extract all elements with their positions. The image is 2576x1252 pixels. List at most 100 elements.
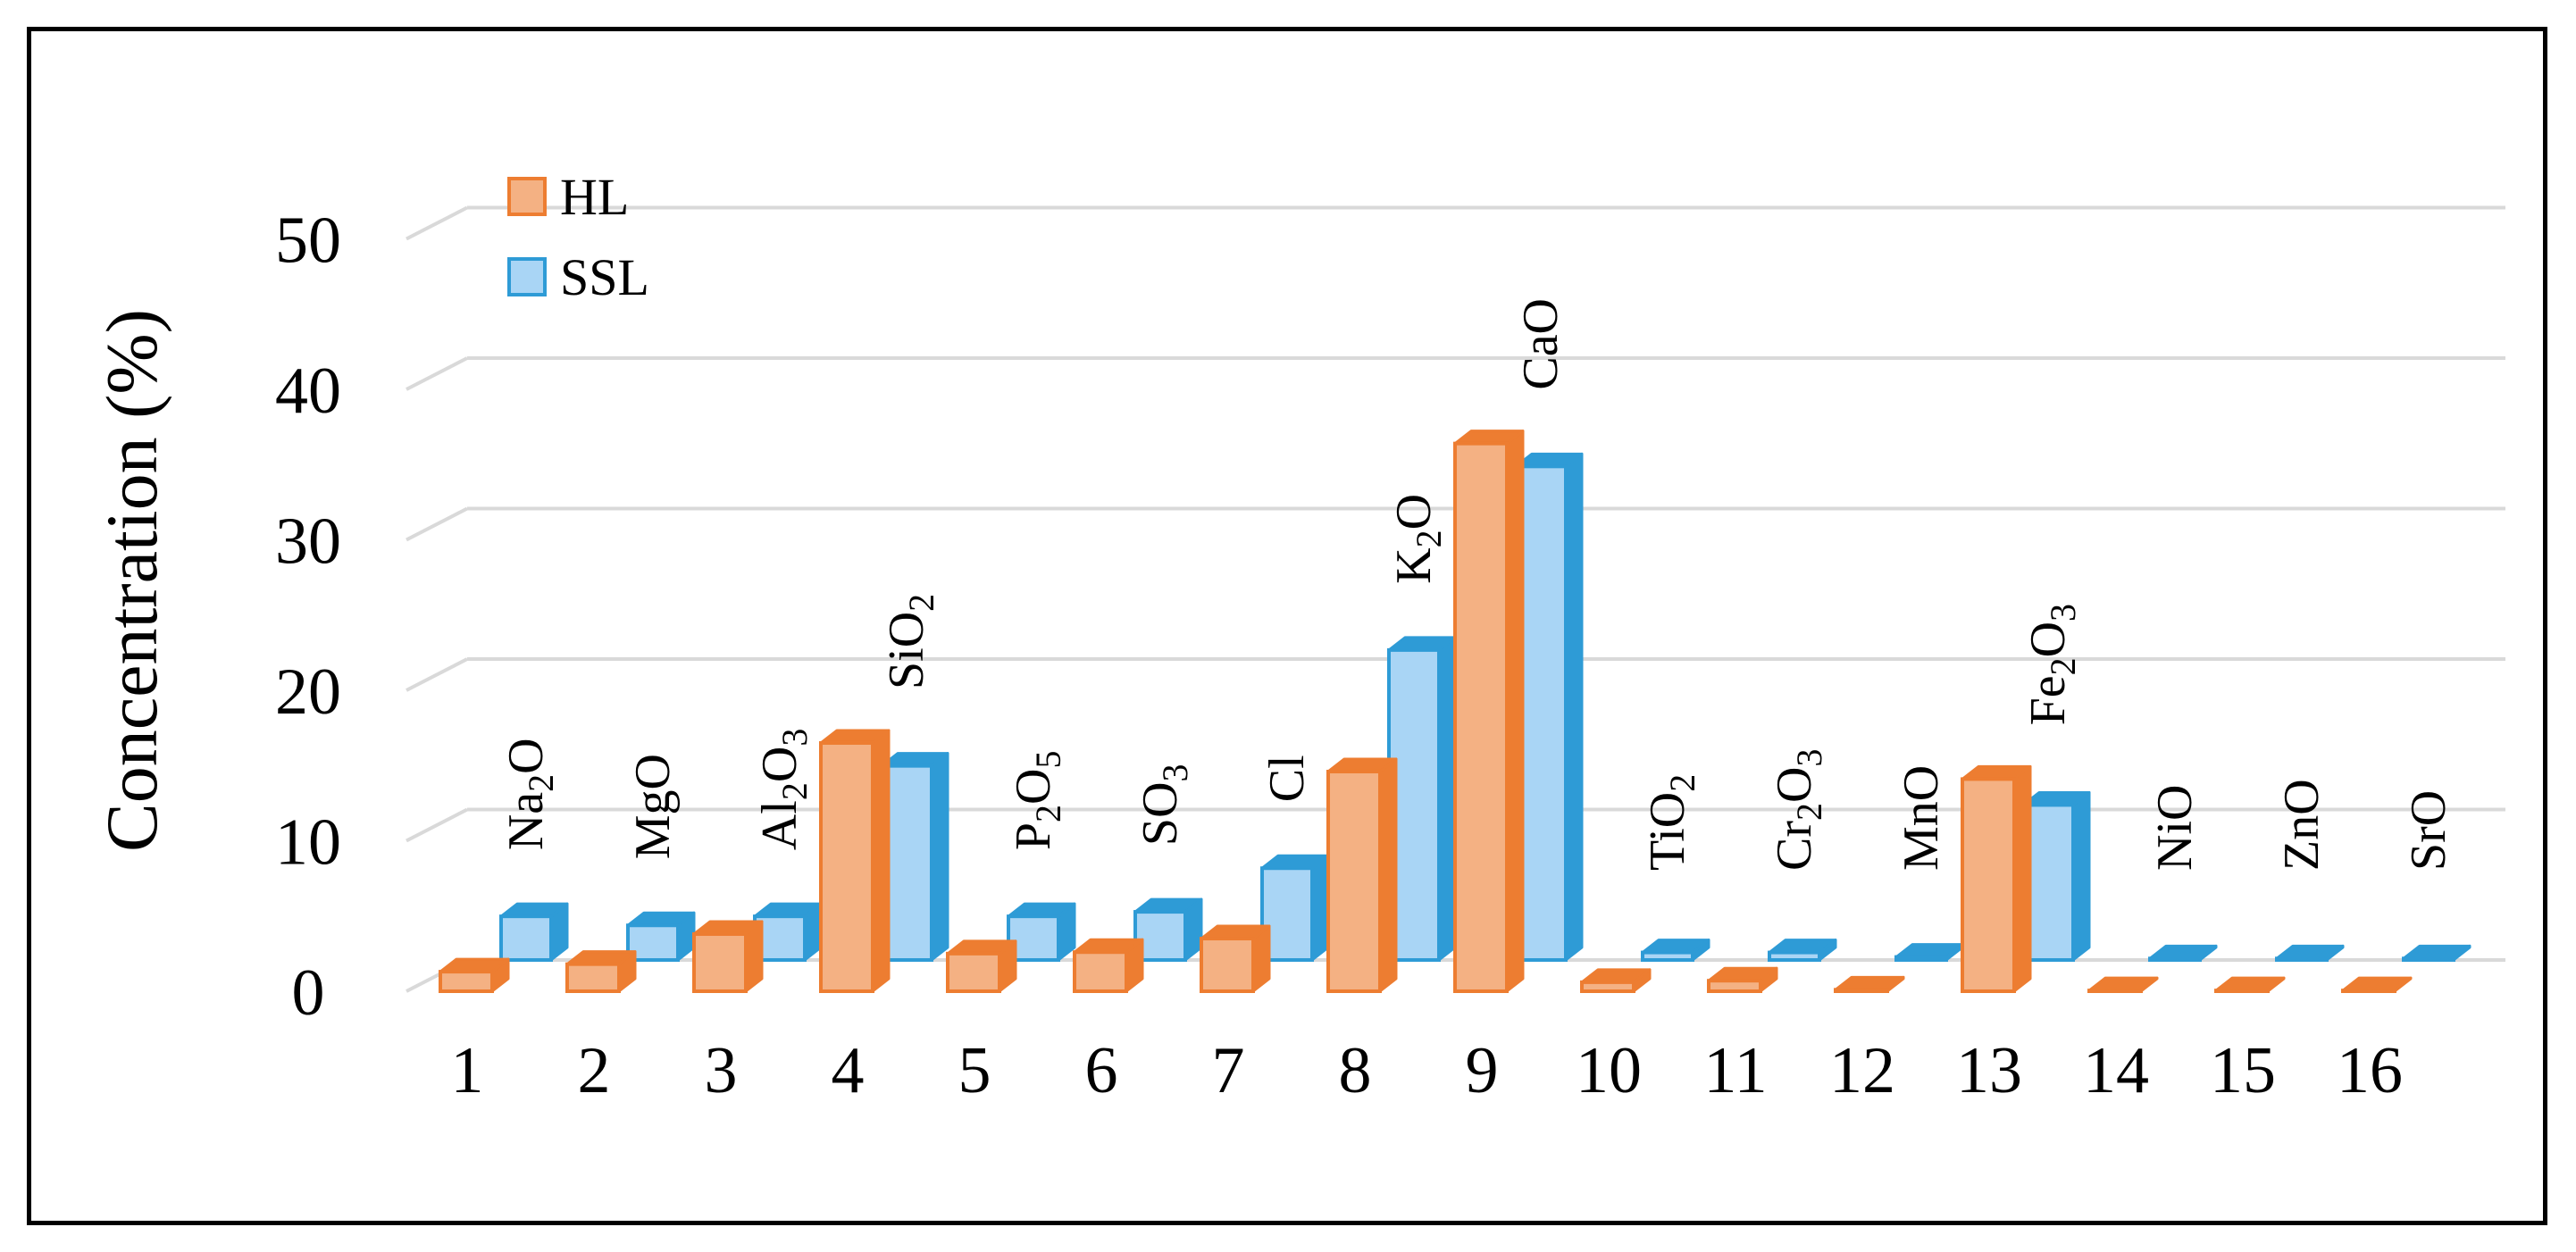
bar-side: [1505, 430, 1525, 993]
x-tick-label: 11: [1703, 1034, 1767, 1107]
hl-bar: [1707, 966, 1778, 993]
bar-front: [2087, 989, 2143, 993]
ssl-bar: [1260, 854, 1330, 963]
gridline-diagonal: [406, 657, 468, 692]
bar-front: [1580, 980, 1635, 994]
legend: HL SSL: [507, 168, 649, 306]
bar-side: [2071, 790, 2091, 962]
bar-side: [2012, 764, 2032, 993]
hl-bar: [692, 920, 764, 993]
compound-label: Al2O3: [752, 729, 815, 850]
bar-front: [439, 970, 494, 993]
compound-label: Fe2O3: [2020, 604, 2083, 725]
hl-bars: [439, 430, 2413, 994]
ssl-bar: [2402, 944, 2471, 962]
hl-bar: [1580, 968, 1652, 994]
bar-front: [626, 923, 680, 962]
bar-front: [1894, 955, 1948, 963]
bar-front: [565, 962, 621, 994]
x-tick-label: 8: [1339, 1034, 1372, 1107]
compound-label: MnO: [1894, 765, 1949, 871]
gridline-diagonal: [406, 807, 468, 843]
bar-side: [1378, 757, 1398, 993]
ssl-bar: [1133, 897, 1203, 963]
ssl-bar: [499, 902, 569, 963]
ssl-bar: [2275, 944, 2345, 962]
compound-label: SO3: [1133, 764, 1195, 846]
hl-bar: [819, 729, 891, 993]
x-tick-label: 16: [2337, 1034, 2403, 1107]
ssl-bar: [880, 752, 949, 963]
hl-bar: [565, 950, 637, 994]
x-tick-label: 15: [2210, 1034, 2276, 1107]
ssl-bar: [1514, 452, 1584, 962]
gridline-diagonal: [406, 506, 468, 542]
bar-side: [930, 752, 949, 962]
compound-label: ZnO: [2274, 779, 2329, 871]
y-tick-label: 20: [275, 655, 341, 729]
y-tick-label: 50: [275, 204, 341, 278]
ssl-bar: [2148, 944, 2218, 962]
compound-label: SiO2: [879, 594, 941, 689]
hl-bar: [439, 957, 510, 993]
hl-bar: [1834, 975, 1905, 993]
x-tick-label: 5: [958, 1034, 991, 1107]
bar-side: [1310, 854, 1330, 962]
compound-label: Cl: [1259, 755, 1315, 802]
compound-label: TiO2: [1640, 774, 1702, 871]
hl-bar: [2087, 976, 2159, 993]
gridline-diagonal: [406, 356, 468, 391]
compound-label: SrO: [2401, 790, 2456, 871]
hl-bar: [2214, 976, 2286, 993]
hl-bar: [1200, 924, 1271, 994]
x-tick-label: 3: [705, 1034, 738, 1107]
bar-front: [692, 931, 748, 993]
hl-bar: [1073, 938, 1144, 993]
x-tick-label: 4: [832, 1034, 865, 1107]
bar-front: [1961, 777, 2016, 993]
ssl-bar: [1387, 636, 1457, 962]
x-axis: 1 2 3 4 5 6 7 8 9 10 11 12 13 14 15 16: [451, 1034, 2404, 1107]
bar-front: [2214, 989, 2270, 993]
compound-label: Na2O: [498, 738, 561, 850]
ssl-bar: [753, 902, 823, 963]
bar-front: [1200, 937, 1255, 994]
hl-bar: [2341, 976, 2413, 993]
y-tick-label: 30: [275, 505, 341, 579]
gridline-diagonal: [406, 205, 468, 241]
bar-front: [499, 914, 553, 963]
bar-front: [946, 951, 1001, 993]
bar-front: [1768, 950, 1821, 962]
bar-front: [819, 740, 874, 993]
hl-bar: [946, 939, 1017, 993]
bar-front: [2275, 956, 2329, 962]
compound-labels: Na2O MgO Al2O3 SiO2 P2O5 SO3 Cl K2O CaO TiO2 Cr2O3…: [498, 298, 2456, 871]
legend-swatch: [507, 257, 547, 296]
compound-label: NiO: [2147, 785, 2203, 871]
bar-front: [1834, 988, 1889, 993]
bar-front: [2148, 956, 2202, 962]
bar-front: [1326, 769, 1382, 993]
y-axis-label: Concentration (%): [91, 309, 172, 852]
x-tick-label: 13: [1956, 1034, 2022, 1107]
legend-item-hl: HL: [507, 168, 629, 226]
compound-label: Cr2O3: [1767, 749, 1829, 871]
bar-front: [1707, 979, 1762, 993]
hl-bar: [1961, 764, 2032, 993]
bar-top: [2341, 976, 2413, 992]
ssl-bar: [1641, 939, 1710, 962]
x-tick-label: 14: [2083, 1034, 2149, 1107]
bar-front: [1073, 950, 1128, 993]
ssl-bar: [2021, 790, 2091, 962]
bar-side: [1437, 636, 1457, 962]
ssl-bar: [626, 911, 696, 962]
ssl-bar: [1007, 902, 1076, 963]
ssl-bar: [1768, 939, 1837, 962]
bar-front: [2341, 989, 2396, 993]
legend-label: SSL: [560, 248, 649, 306]
hl-bar: [1326, 757, 1398, 993]
x-tick-label: 7: [1212, 1034, 1245, 1107]
x-tick-label: 12: [1829, 1034, 1895, 1107]
x-tick-label: 1: [451, 1034, 484, 1107]
